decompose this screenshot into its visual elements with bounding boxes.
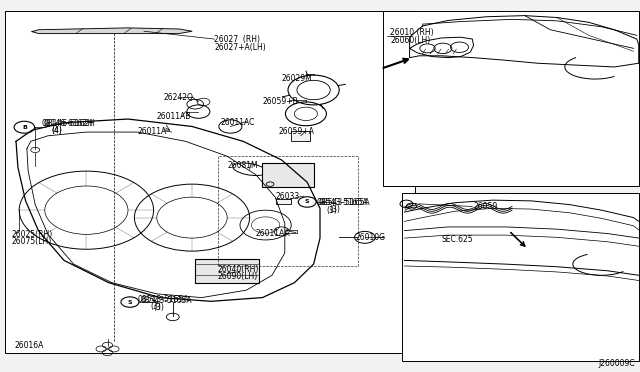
Text: (3): (3): [330, 205, 340, 214]
Bar: [195, 259, 259, 283]
Text: (3): (3): [154, 303, 164, 312]
Text: J260009C: J260009C: [598, 359, 635, 368]
Bar: [383, 11, 639, 186]
Text: 26040(RH): 26040(RH): [218, 265, 259, 274]
Text: 26011AA: 26011AA: [256, 229, 291, 238]
Text: 26059: 26059: [474, 202, 498, 211]
Text: 26010 (RH): 26010 (RH): [390, 28, 434, 37]
Text: 08146-6162H: 08146-6162H: [42, 119, 93, 128]
Text: 26242Q: 26242Q: [163, 93, 193, 102]
Text: 08543-5165A: 08543-5165A: [141, 296, 193, 305]
Text: B: B: [22, 125, 27, 130]
Text: 26027  (RH): 26027 (RH): [214, 35, 260, 44]
Bar: [5, 11, 415, 353]
Text: 26011A: 26011A: [138, 127, 167, 136]
Bar: [276, 199, 291, 204]
Text: (4): (4): [51, 126, 62, 135]
Text: 08543-5165A: 08543-5165A: [138, 295, 189, 304]
Text: SEC.625: SEC.625: [442, 235, 473, 244]
Text: 26011AB: 26011AB: [157, 112, 191, 121]
Polygon shape: [32, 28, 192, 33]
Text: 08543-5165A: 08543-5165A: [317, 198, 369, 207]
Text: (4): (4): [51, 126, 62, 135]
Text: (3): (3): [326, 206, 337, 215]
Text: 26060(LH): 26060(LH): [390, 36, 431, 45]
Text: 26090(LH): 26090(LH): [218, 272, 258, 281]
Text: 26059+B: 26059+B: [262, 97, 298, 106]
Text: 08146-6162H: 08146-6162H: [44, 119, 95, 128]
Text: S: S: [305, 199, 310, 205]
Bar: [291, 131, 310, 141]
Text: 26011AC: 26011AC: [221, 118, 255, 126]
Text: 26059+A: 26059+A: [278, 127, 314, 136]
Text: (3): (3): [150, 302, 161, 311]
Text: S: S: [127, 299, 132, 305]
Bar: [262, 163, 314, 187]
Text: 26081M: 26081M: [227, 161, 258, 170]
Text: 26029M: 26029M: [282, 74, 312, 83]
Bar: [285, 230, 297, 233]
Text: 26033: 26033: [275, 192, 300, 201]
Text: 26027+A(LH): 26027+A(LH): [214, 43, 266, 52]
Text: 26025(RH): 26025(RH): [12, 230, 52, 239]
Text: 26010G: 26010G: [355, 233, 385, 242]
Text: 26016A: 26016A: [14, 341, 44, 350]
Bar: [402, 193, 639, 361]
Text: 08543-5165A: 08543-5165A: [319, 198, 371, 207]
Text: 26075(LH): 26075(LH): [12, 237, 52, 246]
